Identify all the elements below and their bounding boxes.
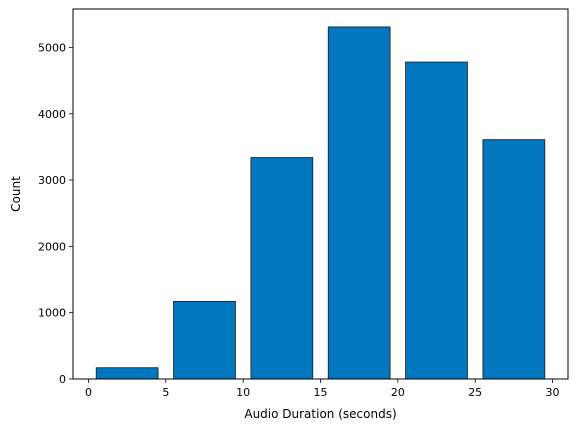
y-axis-label: Count: [9, 176, 23, 212]
bar-0: [95, 367, 159, 380]
x-tick-label-1: 5: [162, 386, 169, 399]
bar-3: [327, 26, 391, 380]
x-axis: 0 5 10 15 20 25 30: [85, 379, 560, 399]
x-tick-label-3: 15: [314, 386, 328, 399]
x-tick-label-2: 10: [236, 386, 250, 399]
x-tick-label-0: 0: [85, 386, 92, 399]
y-axis: 0 1000 2000 3000 4000 5000: [38, 41, 73, 386]
x-tick-label-6: 30: [546, 386, 560, 399]
bar-4: [405, 61, 468, 380]
y-tick-label-3: 3000: [38, 174, 66, 187]
y-tick-label-0: 0: [59, 373, 66, 386]
x-tick-label-5: 25: [468, 386, 482, 399]
y-tick-label-1: 1000: [38, 307, 66, 320]
y-tick-label-2: 2000: [38, 240, 66, 253]
bar-1: [173, 301, 236, 380]
bar-2: [250, 157, 314, 380]
y-tick-label-5: 5000: [38, 41, 66, 54]
x-tick-label-4: 20: [391, 386, 405, 399]
bar-5: [482, 139, 546, 380]
bars-layer: [95, 26, 546, 380]
y-tick-label-4: 4000: [38, 108, 66, 121]
x-axis-label: Audio Duration (seconds): [244, 407, 396, 421]
